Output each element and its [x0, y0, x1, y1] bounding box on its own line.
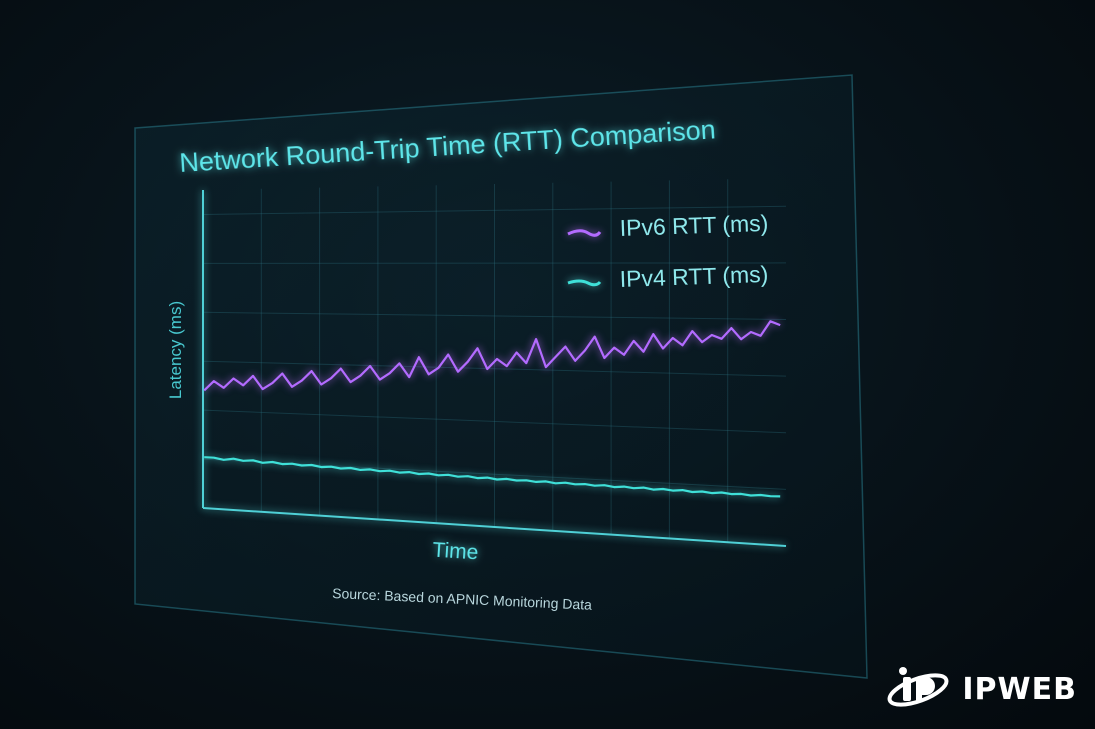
- series-line-ipv6: [203, 320, 781, 392]
- legend-label-ipv4: IPv4 RTT (ms): [619, 261, 768, 292]
- x-axis: [202, 507, 787, 547]
- brand-name: IPWEB: [962, 671, 1077, 707]
- legend-swatch-ipv4: [567, 279, 602, 287]
- brand-logo: IPWEB: [886, 663, 1077, 715]
- chart-grid: [202, 179, 787, 543]
- chart-panel: [134, 74, 868, 679]
- ipweb-logo-icon: [887, 667, 949, 707]
- y-axis-label: Latency (ms): [166, 301, 185, 399]
- series-line-ipv4: [204, 456, 781, 498]
- grid-line-horizontal: [202, 409, 787, 434]
- x-axis-label: Time: [432, 539, 479, 565]
- legend: IPv6 RTT (ms) IPv4 RTT (ms): [567, 210, 769, 292]
- legend-label-ipv6: IPv6 RTT (ms): [619, 210, 768, 241]
- grid-line-horizontal: [202, 360, 787, 377]
- grid-line-horizontal: [202, 311, 787, 321]
- legend-swatch-ipv6: [567, 229, 602, 237]
- grid-line-horizontal: [202, 205, 787, 215]
